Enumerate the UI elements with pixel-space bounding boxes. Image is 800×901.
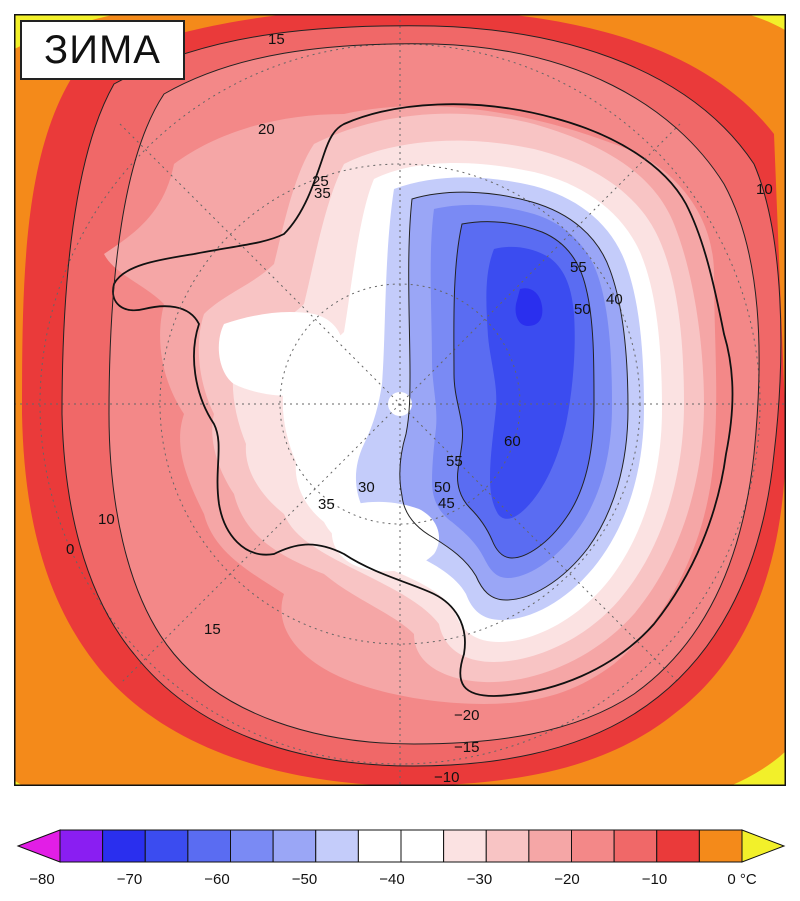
contour-label: 25 [312, 173, 329, 190]
legend-bin [230, 829, 274, 863]
ross-white [331, 501, 439, 572]
legend-bin [144, 829, 189, 863]
legend-tick-label: −10 [642, 871, 667, 888]
land-minus70 [515, 288, 543, 326]
contour-label: 10 [98, 511, 115, 528]
legend-tick-label: −50 [292, 871, 317, 888]
contour-label: 60 [504, 433, 521, 450]
coastline [112, 103, 734, 697]
legend-bins [59, 829, 743, 863]
map-svg: 15 20 25 30 35 35 40 50 55 55 60 50 45 −… [14, 14, 786, 786]
temperature-map: 15 20 25 30 35 35 40 50 55 55 60 50 45 −… [14, 14, 786, 786]
contour-label: 50 [574, 301, 591, 318]
legend-bin [272, 829, 317, 863]
legend-bin [400, 829, 445, 863]
contour-label: 50 [434, 479, 451, 496]
land-minus65 [486, 246, 575, 519]
legend-svg: −80 −70 −60 −50 −40 −30 −20 −10 0 °C [16, 829, 786, 888]
legend-bin [613, 829, 658, 863]
contour-label: 35 [314, 185, 331, 202]
map-frame [14, 14, 786, 786]
legend-tick-label: −20 [554, 871, 579, 888]
legend-bin [698, 829, 743, 863]
contour-label: 30 [358, 479, 375, 496]
legend-bin [315, 829, 359, 863]
legend-tick-label: −30 [467, 871, 492, 888]
legend-bin [357, 829, 402, 863]
season-title: ЗИМА [20, 20, 185, 80]
legend-left-arrow [16, 829, 61, 863]
contour-label: −10 [434, 769, 459, 786]
legend-right-arrow [741, 829, 786, 863]
legend-bin [528, 829, 572, 863]
legend-tick-label: −40 [379, 871, 404, 888]
legend-bin [443, 829, 487, 863]
legend-bin [102, 829, 146, 863]
legend-tick-label: −60 [204, 871, 229, 888]
legend-bin [656, 829, 700, 863]
contour-lines [61, 25, 782, 767]
contour-label: 15 [204, 621, 221, 638]
contour-label: 20 [258, 121, 275, 138]
contour-label: 55 [570, 259, 587, 276]
legend-ticks: −80 −70 −60 −50 −40 −30 −20 −10 0 °C [29, 871, 757, 888]
legend-tick-label: −70 [117, 871, 142, 888]
contour-label: 35 [318, 496, 335, 513]
contour-label: −20 [454, 707, 479, 724]
contour-label: −15 [454, 739, 479, 756]
graticule [14, 14, 786, 786]
legend-tick-label: 0 °C [727, 871, 757, 888]
contour-label: 40 [606, 291, 623, 308]
legend-bin [59, 829, 104, 863]
contour-label: 55 [446, 453, 463, 470]
legend-bin [571, 829, 615, 863]
legend-bin [485, 829, 530, 863]
contour-label: 45 [438, 495, 455, 512]
contour-label: 10 [756, 181, 773, 198]
peninsula-white [218, 312, 344, 396]
color-legend: −80 −70 −60 −50 −40 −30 −20 −10 0 °C [0, 800, 800, 896]
legend-bin [187, 829, 231, 863]
contour-label: 15 [268, 31, 285, 48]
legend-tick-label: −80 [29, 871, 54, 888]
contour-label: 0 [66, 541, 74, 558]
